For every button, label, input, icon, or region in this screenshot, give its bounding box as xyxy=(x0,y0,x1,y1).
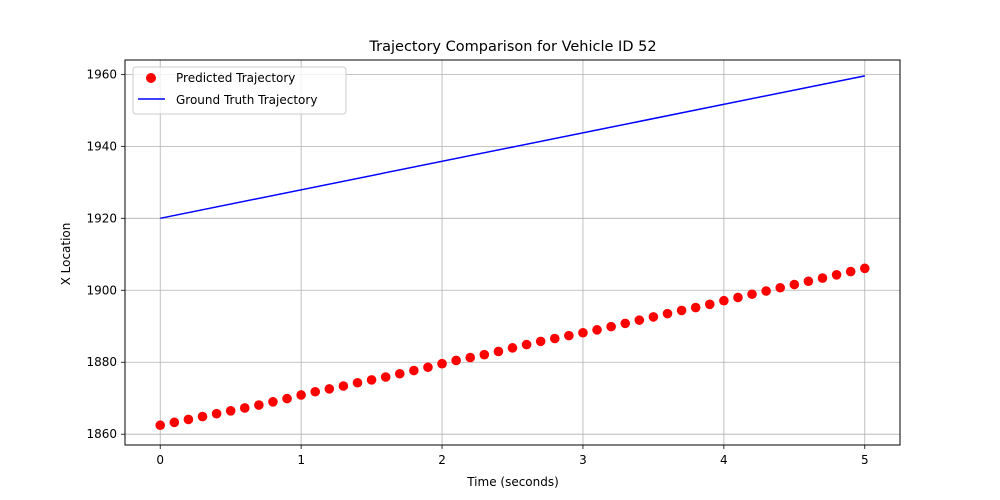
predicted-point xyxy=(155,420,166,431)
x-tick-label: 0 xyxy=(156,453,164,467)
predicted-point xyxy=(648,312,659,322)
predicted-point xyxy=(324,384,335,394)
predicted-point xyxy=(747,289,757,300)
predicted-point xyxy=(634,315,645,325)
x-tick-label: 1 xyxy=(297,453,305,467)
predicted-point xyxy=(564,330,574,341)
predicted-point xyxy=(479,349,490,360)
predicted-point xyxy=(380,372,391,382)
predicted-point xyxy=(676,305,687,316)
predicted-point xyxy=(817,273,828,283)
predicted-point xyxy=(352,377,363,388)
predicted-point xyxy=(394,368,405,379)
predicted-point xyxy=(859,263,870,274)
predicted-point xyxy=(845,266,856,277)
x-tick-label: 5 xyxy=(861,453,869,467)
predicted-layer xyxy=(155,263,870,431)
predicted-point xyxy=(254,400,264,410)
y-tick-label: 1920 xyxy=(86,211,117,225)
tick-layer: 0 1 2 3 4 5 1860 1880 1900 1920 1940 1960 xyxy=(86,67,868,467)
predicted-point xyxy=(465,352,476,363)
y-tick-label: 1860 xyxy=(86,427,117,441)
predicted-point xyxy=(719,295,729,306)
x-tick-label: 4 xyxy=(720,453,728,467)
predicted-point xyxy=(197,411,208,422)
predicted-point xyxy=(789,279,800,290)
predicted-point xyxy=(423,362,433,373)
predicted-point xyxy=(239,403,250,413)
predicted-point xyxy=(296,390,306,400)
predicted-point xyxy=(831,270,842,280)
predicted-point xyxy=(211,408,222,419)
predicted-point xyxy=(225,406,236,416)
predicted-point xyxy=(282,393,292,404)
predicted-point xyxy=(535,336,546,347)
ground-truth-layer xyxy=(160,75,865,220)
chart-title: Trajectory Comparison for Vehicle ID 52 xyxy=(368,39,656,55)
predicted-point xyxy=(310,386,321,397)
x-tick-label: 3 xyxy=(579,453,587,467)
predicted-point xyxy=(549,333,560,344)
predicted-point xyxy=(662,308,673,319)
predicted-point xyxy=(338,381,349,391)
legend-label-predicted: Predicted Trajectory xyxy=(176,71,295,85)
legend-box xyxy=(132,66,347,115)
legend-label-ground-truth: Ground Truth Trajectory xyxy=(176,93,317,107)
predicted-point xyxy=(521,339,532,350)
predicted-point xyxy=(493,346,504,357)
predicted-point xyxy=(606,321,616,332)
y-axis-label: X Location xyxy=(59,223,73,286)
predicted-point xyxy=(507,343,518,353)
plot-frame xyxy=(124,59,901,446)
ground-truth-line xyxy=(160,75,865,220)
predicted-point xyxy=(620,318,631,329)
x-axis-label: Time (seconds) xyxy=(466,475,559,489)
legend-marker-predicted xyxy=(146,73,156,83)
predicted-point xyxy=(409,365,419,376)
predicted-point xyxy=(690,302,701,313)
predicted-point xyxy=(761,286,771,296)
x-tick-label: 2 xyxy=(438,453,446,467)
y-tick-label: 1880 xyxy=(86,355,117,369)
predicted-point xyxy=(169,417,180,428)
y-tick-label: 1940 xyxy=(86,139,117,153)
legend: Predicted Trajectory Ground Truth Trajec… xyxy=(132,66,347,115)
predicted-point xyxy=(366,375,377,385)
predicted-point xyxy=(437,358,447,369)
predicted-point xyxy=(183,414,194,425)
predicted-point xyxy=(704,299,715,310)
predicted-point xyxy=(578,327,588,338)
predicted-point xyxy=(775,282,786,293)
predicted-point xyxy=(451,355,461,366)
predicted-point xyxy=(592,325,602,335)
y-tick-label: 1900 xyxy=(86,283,117,297)
predicted-point xyxy=(733,292,743,303)
predicted-point xyxy=(803,276,814,287)
y-tick-label: 1960 xyxy=(86,67,117,81)
predicted-point xyxy=(268,397,278,407)
